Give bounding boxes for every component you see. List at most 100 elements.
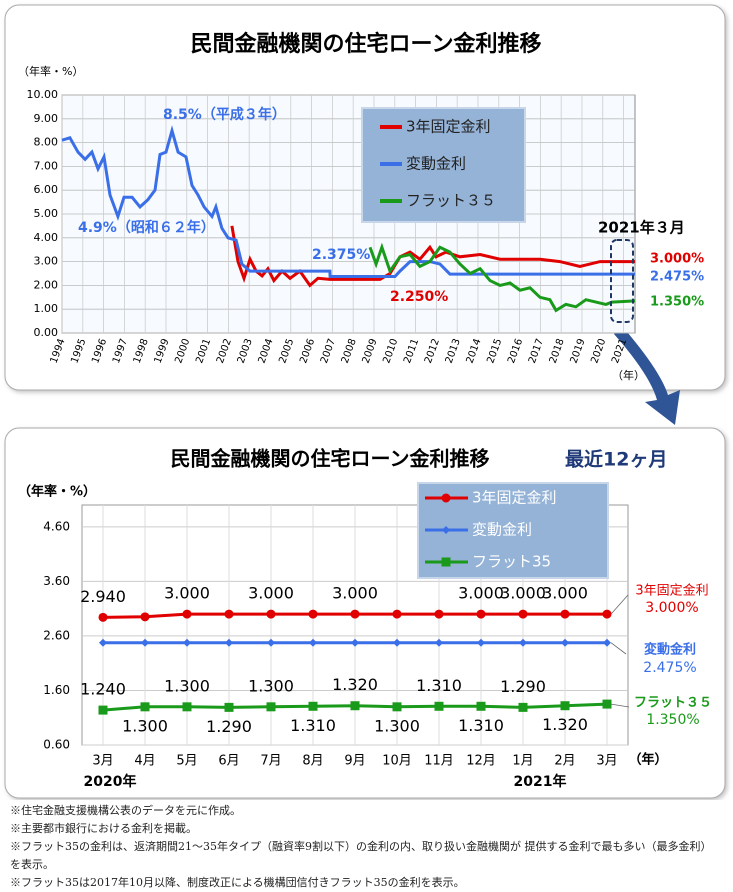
annotation: 8.5%（平成３年） [163, 106, 286, 123]
chart-subtitle: 最近12ヶ月 [565, 449, 667, 471]
side-label-value: 2.475% [643, 660, 696, 676]
connector [610, 594, 629, 615]
value-label: 1.300 [122, 716, 168, 735]
y-tick-label: 1.00 [34, 302, 59, 315]
marker [308, 701, 318, 711]
marker [224, 609, 234, 619]
value-label: 3.000 [458, 584, 504, 603]
connector [610, 642, 627, 655]
marker [140, 702, 150, 712]
y-tick-label: 0.00 [34, 326, 59, 339]
marker [602, 699, 612, 709]
value-label: 3.000 [248, 584, 294, 603]
marker [393, 638, 401, 647]
x-tick-label: 2月 [554, 754, 575, 769]
y-tick-label: 4.60 [43, 519, 70, 533]
marker [518, 609, 528, 619]
y-tick-label: 8.00 [34, 136, 59, 149]
year-label: 2021年 [514, 773, 567, 790]
side-label-value: 1.350% [646, 712, 699, 728]
y-axis-label: （年率・%） [18, 64, 83, 78]
legend-label: 3年固定金利 [406, 118, 491, 136]
legend-label: フラット35 [472, 553, 551, 571]
marker [350, 609, 360, 619]
marker [98, 705, 108, 715]
marker [560, 701, 570, 711]
x-tick-label: 9月 [344, 754, 365, 769]
x-axis-unit: （年） [628, 752, 667, 768]
x-tick-label: 4月 [134, 754, 155, 769]
marker [141, 638, 149, 647]
value-label: 1.290 [206, 717, 252, 736]
marker [561, 638, 569, 647]
marker [441, 493, 451, 503]
y-tick-label: 3.60 [43, 574, 70, 588]
side-label-value: 3.000% [645, 600, 698, 616]
marker [560, 609, 570, 619]
annotation: 1.350% [650, 295, 704, 310]
marker [266, 702, 276, 712]
legend-label: 変動金利 [472, 521, 532, 539]
legend-label: 3年固定金利 [472, 489, 557, 507]
marker [182, 702, 192, 712]
legend-label: 変動金利 [406, 155, 466, 173]
marker [308, 609, 318, 619]
value-label: 3.000 [332, 584, 378, 603]
arrow [614, 326, 680, 425]
charts: 民間金融機関の住宅ローン金利推移 （年率・%） 0.00 1.00 2.00 3.00 4.… [4, 4, 726, 799]
marker [225, 638, 233, 647]
annotation: 3.000% [650, 252, 704, 267]
notes: ※住宅金融支援機構公表のデータを元に作成。 ※主要都市銀行における金利を掲載。 ※フ… [10, 802, 720, 892]
y-tick-label: 0.60 [43, 738, 70, 752]
marker [603, 638, 611, 647]
highlight-label: 2021年３月 [598, 219, 685, 237]
x-tick-label: 12月 [466, 754, 496, 769]
value-label: 3.000 [542, 584, 588, 603]
y-tick-label: 6.00 [34, 183, 59, 196]
marker [99, 638, 107, 647]
chart-title: 民間金融機関の住宅ローン金利推移 [191, 31, 542, 57]
marker [435, 638, 443, 647]
value-label: 1.310 [290, 716, 336, 735]
value-label: 3.000 [164, 584, 210, 603]
side-label-name: 変動金利 [644, 642, 696, 658]
y-tick-label: 4.00 [34, 231, 59, 244]
value-label: 1.240 [80, 680, 126, 699]
x-tick-label: 10月 [382, 754, 412, 769]
y-tick-label: 5.00 [34, 207, 59, 220]
series-line [368, 242, 636, 313]
marker [434, 701, 444, 711]
highlight-box [610, 239, 634, 323]
note: ※主要都市銀行における金利を掲載。 [10, 822, 197, 835]
x-axis-unit: （年） [612, 368, 645, 382]
value-label: 1.320 [332, 675, 378, 694]
value-label: 1.320 [542, 715, 588, 734]
value-label: 1.290 [500, 677, 546, 696]
marker [476, 701, 486, 711]
note: ※フラット35は2017年10月以降、制度改正による機構団信付きフラット35の金… [10, 876, 465, 889]
y-tick-label: 10.00 [27, 88, 59, 101]
marker [392, 702, 402, 712]
marker [519, 638, 527, 647]
side-label-name: 3年固定金利 [635, 583, 708, 599]
marker [182, 609, 192, 619]
value-label: 1.300 [164, 676, 210, 695]
marker [476, 609, 486, 619]
x-tick-label: 7月 [260, 754, 281, 769]
annotation: 2.475% [650, 270, 704, 285]
y-tick-label: 1.60 [43, 683, 70, 697]
marker [350, 701, 360, 711]
value-label: 1.310 [458, 716, 504, 735]
value-label: 1.300 [374, 716, 420, 735]
value-label: 3.000 [500, 584, 546, 603]
x-tick-label: 8月 [302, 754, 323, 769]
marker [392, 609, 402, 619]
y-tick-label: 7.00 [34, 159, 59, 172]
marker [140, 612, 150, 622]
marker [602, 609, 612, 619]
marker [309, 638, 317, 647]
note: ※フラット35の金利は、返済期間21～35年タイプ（融資率9割以下）の金利の内、… [10, 840, 712, 871]
annotation: 4.9%（昭和６２年） [78, 219, 215, 236]
y-axis-label: （年率・%） [18, 484, 96, 500]
